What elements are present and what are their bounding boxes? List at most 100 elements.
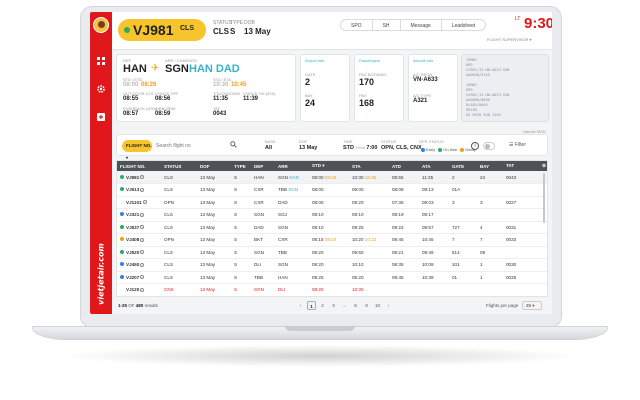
cell-type: S (231, 196, 251, 209)
col-arr[interactable]: ARR (275, 161, 309, 171)
log-line: VJ981/13.HN-A633.SGN (466, 68, 510, 72)
cell-tat: 0043 (503, 171, 547, 184)
cell-bay: 7 (477, 233, 503, 247)
cell-dep: SGN (251, 208, 275, 222)
page-button[interactable]: 3 (332, 303, 335, 308)
cell-sta: 09:20 (349, 196, 389, 209)
status-dot-icon (124, 27, 130, 33)
col-dep[interactable]: DEP (251, 161, 275, 171)
table-row[interactable]: VJ520 CLS 13 May S SGN TBB 08:20 09:50 08:21 0… (117, 246, 547, 259)
table-row[interactable]: VJ321 CLS 13 May S SGN SGJ 08:10 09:10 08:19 0… (117, 208, 547, 222)
cell-arr: SGN (275, 221, 309, 234)
cell-status: CLS (161, 221, 197, 234)
col-bay[interactable]: BAY (477, 161, 503, 171)
page-button[interactable]: 1 (307, 301, 316, 310)
table-row[interactable]: VJ981 CLS 13 May S HAN SGN DAD 08:00 08:26 10:3… (117, 171, 547, 184)
cell-type: S (231, 271, 251, 284)
table-row[interactable]: VJ408 OPN 13 May S BKT CXR 08:15 08:34 10:20 1… (117, 233, 547, 247)
filter-button[interactable]: ☰ Filter (509, 142, 526, 148)
col-type[interactable]: TYPE (231, 161, 251, 171)
dep-airport: HAN (123, 63, 147, 75)
cell-arr: CXR (275, 233, 309, 247)
filter-time[interactable]: TIME STD From 7:00 (343, 139, 378, 151)
cell-status: CLS (161, 183, 197, 197)
page-button[interactable]: 10 (374, 303, 380, 308)
col-gate[interactable]: GATE (449, 161, 477, 171)
col-dof[interactable]: DOF (197, 161, 231, 171)
cell-gate: 2 (449, 171, 477, 184)
page-button[interactable]: 2 (321, 303, 324, 308)
table-row[interactable]: VJ120 CNX 13 May S SGN DLI 08:25 10:30 (117, 283, 547, 296)
plus-icon[interactable] (96, 112, 106, 122)
col-atd[interactable]: ATD (389, 161, 419, 171)
cell-atd: 07:36 (389, 196, 419, 209)
avatar[interactable] (93, 17, 109, 33)
search-input[interactable] (156, 140, 230, 152)
per-page-select[interactable]: 25 ▾ (522, 301, 542, 310)
role-select[interactable]: FLIGHT SUPERVISOR ▾ (487, 37, 532, 42)
cell-type: S (231, 258, 251, 272)
page-next-button[interactable]: › (387, 303, 390, 308)
tab-sh[interactable]: SH (373, 20, 401, 30)
col-flight-no[interactable]: FLIGHT NO. (117, 161, 161, 171)
page-button[interactable]: 8 (354, 303, 357, 308)
cell-tat: 0031 (503, 221, 547, 234)
settings-icon[interactable] (96, 84, 106, 94)
cell-status: CLS (161, 246, 197, 259)
cell-flight-no: VJ120 (117, 283, 161, 296)
grid-icon[interactable] (96, 56, 106, 66)
handle-msg-link[interactable]: Handle MSG (523, 129, 546, 134)
table-row[interactable]: VJ207 CLS 13 May S TBB HAN 09:25 06:20 09:45 1… (117, 271, 547, 284)
table-row[interactable]: VJ613 CLS 13 May S CXR TBB SGN 08:00 09:00 08:… (117, 183, 547, 197)
ops-status-dot-icon (120, 262, 124, 267)
bay-label: BAY (305, 93, 313, 98)
table-row[interactable]: VJ450 CLS 13 May S DLI SGN 08:20 10:10 08:35 1… (117, 258, 547, 272)
airport-info-title: Airport info (305, 58, 325, 63)
passengers-title: Passengers (359, 58, 381, 63)
flight-selector[interactable]: VJ981 CLS (118, 19, 206, 41)
cell-status: OPN (161, 196, 197, 209)
cell-dof: 13 May (197, 196, 231, 209)
col-status[interactable]: STATUS (161, 161, 197, 171)
cell-type: S (231, 233, 251, 247)
etd-value: 08:26 (141, 82, 157, 88)
ops-status-dot-icon (120, 237, 124, 242)
col-ata[interactable]: ATA (419, 161, 449, 171)
cell-tat (503, 208, 547, 222)
table-row[interactable]: VJ1101 OPN 13 May S CXR DAD 08:00 09:20 07:36… (117, 196, 547, 209)
col-tat[interactable]: TAT ⚙ (503, 161, 547, 171)
cell-gate: 101 (449, 258, 477, 272)
search-icon[interactable] (230, 141, 237, 151)
cell-ata: 11:35 (419, 171, 449, 184)
info-icon[interactable]: i (471, 142, 479, 150)
cell-type: S (231, 171, 251, 184)
tab-message[interactable]: Message (401, 20, 442, 30)
cell-sta: 09:25 (349, 221, 389, 234)
tab-spo[interactable]: SPO (341, 20, 373, 30)
filter-base[interactable]: BASE All (265, 139, 276, 151)
chock-on-value: 11:39 (243, 96, 259, 102)
cell-dof: 13 May (197, 271, 231, 284)
log-line: UPD (466, 63, 473, 67)
clock-icon (142, 200, 147, 205)
page-prev-button[interactable]: ‹ (299, 303, 302, 308)
filter-status[interactable]: STATUS OPN, CLS, CNX (381, 139, 422, 151)
cell-status: OPN (161, 233, 197, 247)
bay-value: 24 (305, 98, 316, 108)
ac-reg-value: VN-A633 (413, 77, 438, 83)
table-row[interactable]: VJ637 CLS 13 May S DAD SGN 08:10 09:25 09:22 0… (117, 221, 547, 234)
message-log: 13MAY UPD VJ981/13.HN-A633.SGN AA0830/01… (461, 54, 549, 122)
page-button[interactable]: 9 (365, 303, 368, 308)
tab-leadsheet[interactable]: Leadsheet (451, 23, 476, 29)
ops-status-toggle[interactable] (483, 142, 495, 150)
col-std[interactable]: STD ▾ (309, 161, 349, 171)
table-scrollbar[interactable] (543, 173, 545, 223)
filter-dof[interactable]: DOF 13 May (299, 139, 318, 151)
cell-arr: SGN (275, 258, 309, 272)
cell-std: 09:25 (309, 271, 349, 284)
ops-status-dot-icon (120, 274, 124, 279)
cell-flight-no: VJ520 (117, 246, 161, 259)
flight-no-dropdown[interactable]: FLIGHT NO. ▾ (122, 140, 152, 160)
col-sta[interactable]: STA (349, 161, 389, 171)
cell-arr: SGJ (275, 208, 309, 222)
